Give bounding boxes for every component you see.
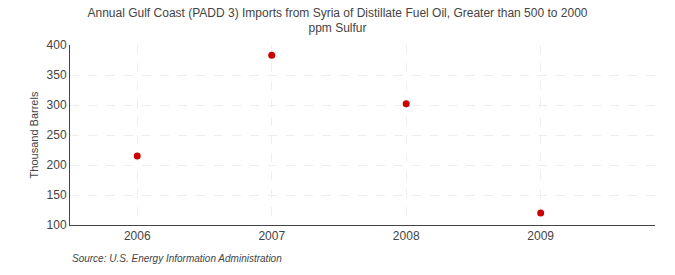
svg-text:400: 400 (47, 38, 67, 52)
svg-text:2008: 2008 (393, 229, 420, 243)
svg-text:150: 150 (47, 188, 67, 202)
svg-text:Annual Gulf Coast (PADD 3) Imp: Annual Gulf Coast (PADD 3) Imports from … (88, 6, 588, 36)
svg-text:2007: 2007 (258, 229, 285, 243)
svg-text:2006: 2006 (124, 229, 151, 243)
svg-text:2009: 2009 (527, 229, 554, 243)
svg-text:250: 250 (47, 128, 67, 142)
svg-text:Thousand Barrels: Thousand Barrels (28, 91, 40, 178)
svg-text:300: 300 (47, 98, 67, 112)
svg-text:100: 100 (47, 218, 67, 232)
svg-text:350: 350 (47, 68, 67, 82)
svg-text:Source: U.S. Energy Informatio: Source: U.S. Energy Information Administ… (72, 253, 282, 264)
svg-text:200: 200 (47, 158, 67, 172)
